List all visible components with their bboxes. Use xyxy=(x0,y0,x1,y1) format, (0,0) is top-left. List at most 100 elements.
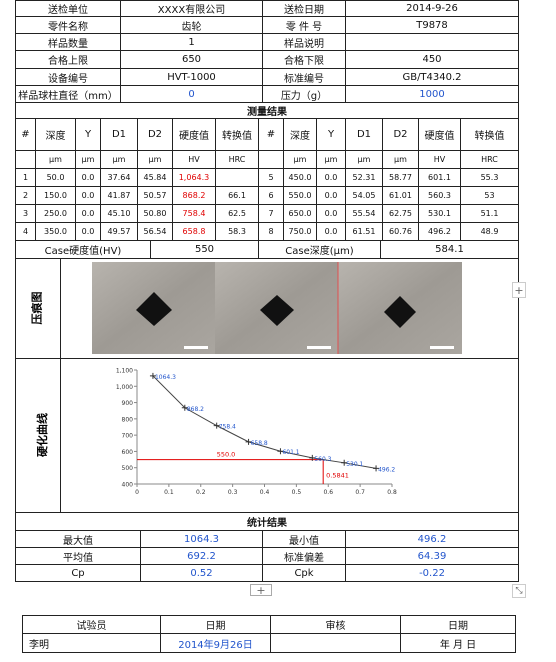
data-cell: 758.4 xyxy=(172,204,216,223)
y-tick-label: 700 xyxy=(122,433,134,440)
label-cell xyxy=(15,258,61,359)
unit-cell xyxy=(15,150,36,169)
value-cell xyxy=(345,33,519,51)
point-label: 758.4 xyxy=(219,424,236,431)
point-label: 658.8 xyxy=(251,440,268,447)
value-cell: 650 xyxy=(120,50,263,69)
label-cell: 合格下限 xyxy=(262,50,346,69)
point-label: 496.2 xyxy=(378,466,395,473)
value-cell: XXXX有限公司 xyxy=(120,0,263,17)
data-cell: 62.5 xyxy=(215,204,259,223)
column-header: Y xyxy=(75,118,101,151)
data-cell: 61.01 xyxy=(382,186,419,205)
stat-cell: 0.52 xyxy=(140,564,263,582)
y-tick-label: 1,100 xyxy=(116,368,133,375)
data-cell: 45.10 xyxy=(100,204,138,223)
data-cell: 750.0 xyxy=(283,222,317,241)
column-header: D2 xyxy=(382,118,419,151)
resize-handle[interactable]: ⤡ xyxy=(512,584,526,598)
reference-label-x: 0.5841 xyxy=(326,472,349,480)
point xyxy=(213,422,220,429)
stat-cell: 标准偏差 xyxy=(262,547,346,565)
add-column-button[interactable]: + xyxy=(512,282,526,298)
column-header: D2 xyxy=(137,118,173,151)
label-cell: 合格上限 xyxy=(15,50,121,69)
stat-cell: 496.2 xyxy=(345,530,519,548)
x-tick-label: 0.7 xyxy=(355,489,365,496)
x-tick-label: 0 xyxy=(135,489,139,496)
point xyxy=(245,438,252,445)
data-cell: 52.31 xyxy=(345,168,383,187)
label-cell: 样品球柱直径（mm） xyxy=(15,85,121,103)
column-header: 硬度值 xyxy=(172,118,216,151)
label-cell: 标准编号 xyxy=(262,68,346,86)
point xyxy=(309,454,316,461)
data-cell: 66.1 xyxy=(215,186,259,205)
signoff-cell: 审核 xyxy=(270,615,401,634)
unit-cell: μm xyxy=(382,150,419,169)
column-header: 转换值 xyxy=(215,118,259,151)
data-cell: 51.1 xyxy=(460,204,519,223)
unit-cell: HRC xyxy=(460,150,519,169)
data-cell: 50.80 xyxy=(137,204,173,223)
label-cell: 样品数量 xyxy=(15,33,121,51)
point xyxy=(277,448,284,455)
stat-cell: 1064.3 xyxy=(140,530,263,548)
point-label: 601.1 xyxy=(282,449,299,456)
unit-cell: μm xyxy=(316,150,346,169)
data-cell: 1 xyxy=(15,168,36,187)
stat-cell: 最小值 xyxy=(262,530,346,548)
unit-cell: μm xyxy=(100,150,138,169)
data-cell: 250.0 xyxy=(35,204,76,223)
data-cell: 49.57 xyxy=(100,222,138,241)
column-header: 深度 xyxy=(35,118,76,151)
y-tick-label: 800 xyxy=(122,416,134,423)
unit-cell: μm xyxy=(137,150,173,169)
value-cell: 1000 xyxy=(345,85,519,103)
x-tick-label: 0.2 xyxy=(196,489,206,496)
data-cell: 0.0 xyxy=(316,204,346,223)
data-cell: 0.0 xyxy=(316,168,346,187)
data-cell: 530.1 xyxy=(418,204,461,223)
unit-cell: μm xyxy=(75,150,101,169)
data-cell: 0.0 xyxy=(75,186,101,205)
column-header: Y xyxy=(316,118,346,151)
point-label: 530.1 xyxy=(346,461,363,468)
row-label: 压痕图 xyxy=(30,291,44,325)
unit-cell: HV xyxy=(418,150,461,169)
signoff-cell: 李明 xyxy=(22,633,161,653)
data-cell: 150.0 xyxy=(35,186,76,205)
data-cell: 0.0 xyxy=(75,204,101,223)
section-title: 测量结果 xyxy=(15,102,519,119)
case-cell: 584.1 xyxy=(380,240,519,259)
data-cell: 37.64 xyxy=(100,168,138,187)
point-label: 1064.3 xyxy=(155,374,176,381)
add-button[interactable]: + xyxy=(250,584,272,597)
x-tick-label: 0.4 xyxy=(260,489,270,496)
data-cell: 0.0 xyxy=(75,222,101,241)
x-tick-label: 0.1 xyxy=(164,489,174,496)
value-cell: 450 xyxy=(345,50,519,69)
hardening-chart: 400 500 600 700 800 900 1,000 1,100 0 0.1 0.2 0.3 0.… xyxy=(105,362,400,507)
x-tick-label: 0.5 xyxy=(292,489,302,496)
signoff-cell: 年 月 日 xyxy=(400,633,516,653)
data-cell: 55.3 xyxy=(460,168,519,187)
data-cell: 45.84 xyxy=(137,168,173,187)
data-cell: 61.51 xyxy=(345,222,383,241)
stat-cell: 平均值 xyxy=(15,547,141,565)
data-cell: 50.57 xyxy=(137,186,173,205)
x-tick-label: 0.8 xyxy=(387,489,397,496)
label-cell: 零件名称 xyxy=(15,16,121,34)
point-label: 560.3 xyxy=(314,456,331,463)
stat-cell: Cp xyxy=(15,564,141,582)
data-cell: 4 xyxy=(15,222,36,241)
signoff-cell xyxy=(270,633,401,653)
value-cell: HVT-1000 xyxy=(120,68,263,86)
y-tick-label: 1,000 xyxy=(116,384,133,391)
value-cell: 0 xyxy=(120,85,263,103)
point xyxy=(341,459,348,466)
unit-cell xyxy=(258,150,284,169)
x-tick-label: 0.3 xyxy=(228,489,238,496)
point xyxy=(149,372,156,379)
data-cell: 54.05 xyxy=(345,186,383,205)
